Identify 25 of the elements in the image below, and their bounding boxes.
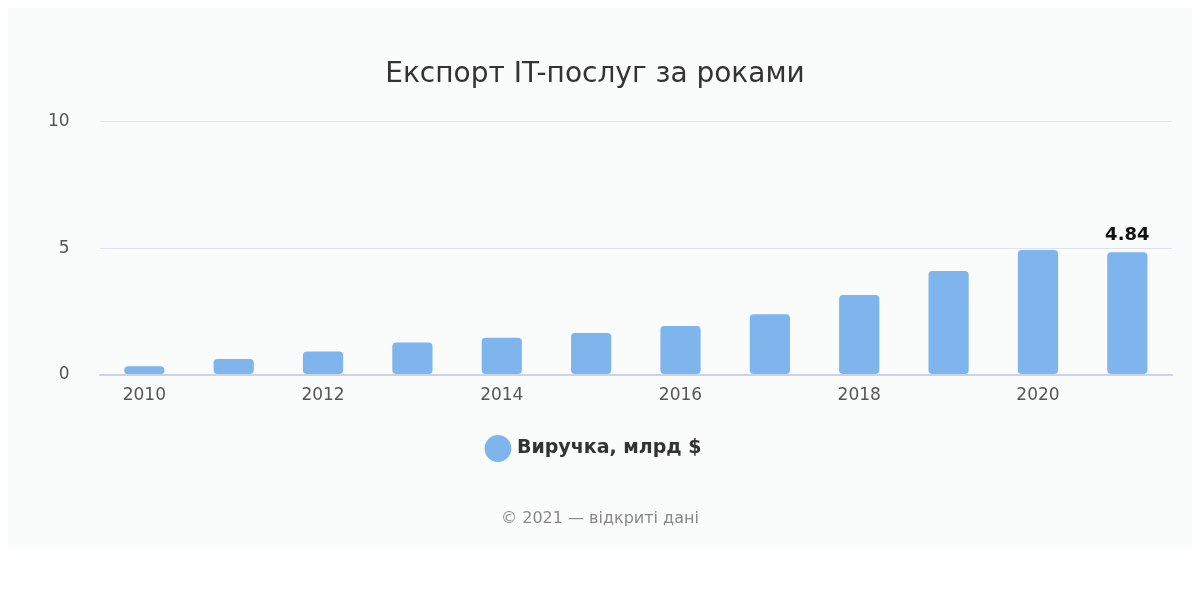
x-tick-label: 2010	[122, 384, 166, 405]
x-tick-label: 2016	[658, 384, 703, 405]
x-tick-label: 2020	[1016, 384, 1060, 405]
bar	[839, 294, 880, 375]
x-tick-label: 2012	[301, 384, 345, 405]
text: © 2021 — відкриті дані	[500, 507, 700, 529]
bar	[660, 326, 701, 375]
bar	[749, 314, 790, 375]
bar	[1107, 252, 1148, 375]
y-tick-label: 5	[58, 236, 70, 257]
y-tick-label: 10	[47, 110, 70, 131]
bar	[302, 351, 344, 375]
bar	[928, 271, 969, 375]
bar	[124, 366, 165, 375]
bar	[571, 333, 612, 375]
y-tick-label: 0	[58, 363, 70, 384]
bar	[481, 337, 522, 375]
chart-title: Експорт IT-послуг за роками	[385, 56, 805, 90]
x-tick-label: 2018	[837, 384, 881, 405]
bar	[392, 342, 433, 375]
data-label: 4.84	[1105, 222, 1150, 244]
bar	[1017, 250, 1059, 375]
bar	[213, 358, 254, 375]
legend-label: Виручка, млрд $	[516, 435, 702, 458]
x-tick-label: 2014	[480, 384, 524, 405]
